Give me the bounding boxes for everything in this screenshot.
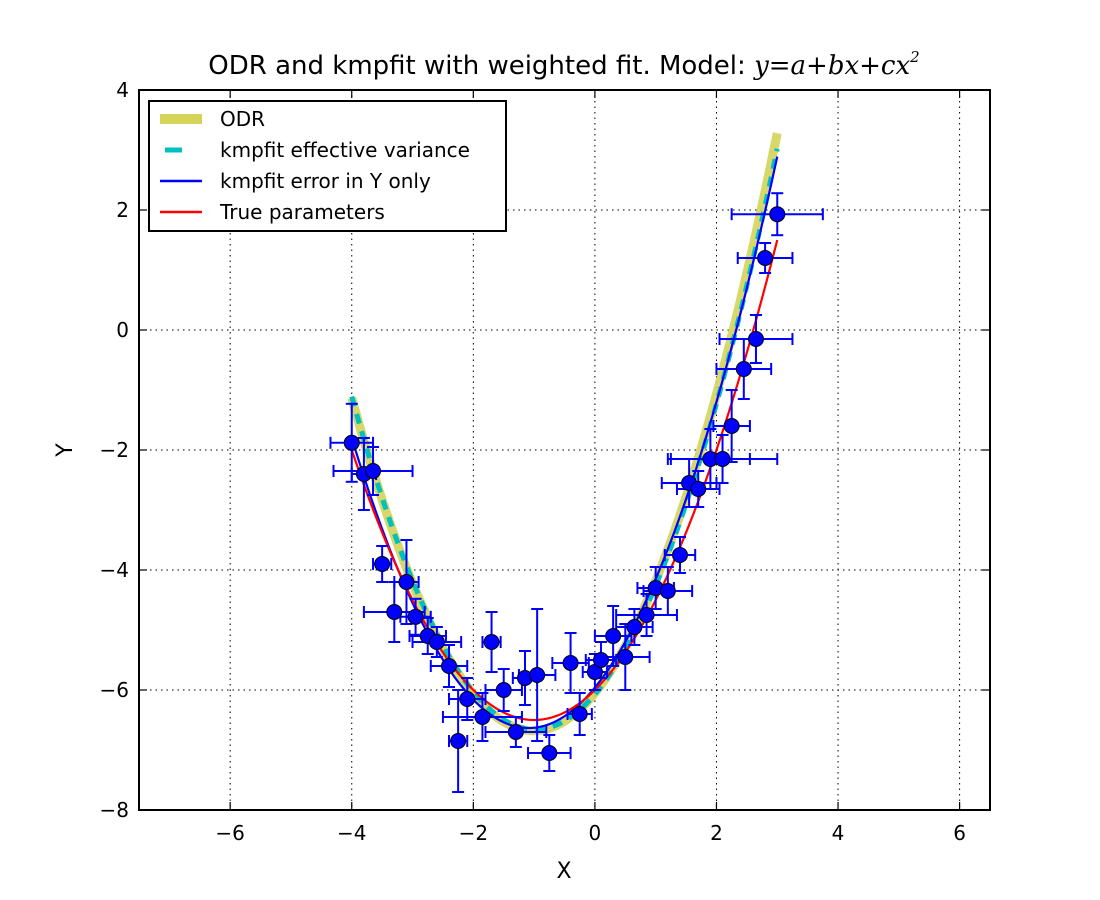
x-axis-label: X <box>556 859 571 884</box>
data-point <box>714 451 731 467</box>
data-point <box>723 418 740 434</box>
data-point <box>592 652 609 668</box>
x-tick-label: −4 <box>337 821 366 845</box>
x-tick-label: 2 <box>710 821 723 845</box>
data-point <box>735 361 752 377</box>
data-point <box>450 733 467 749</box>
data-point <box>343 434 360 451</box>
data-point <box>483 634 500 650</box>
y-tick-label: 2 <box>116 198 129 222</box>
data-point <box>441 658 458 674</box>
y-tick-label: −8 <box>100 798 129 822</box>
axis-ticks: −6 −4 −2 0 2 4 6 −8 −6 −4 −2 0 2 4 <box>100 78 990 845</box>
data-point <box>605 628 622 644</box>
y-tick-label: −2 <box>100 438 129 462</box>
x-tick-label: 0 <box>589 821 602 845</box>
data-point <box>495 682 512 698</box>
data-point <box>769 206 786 223</box>
data-point <box>571 706 588 722</box>
data-point <box>474 709 491 725</box>
data-point <box>617 649 634 665</box>
data-point <box>365 463 382 479</box>
y-tick-label: 4 <box>116 78 129 102</box>
data-points <box>343 206 786 761</box>
y-axis-label: Y <box>53 443 78 458</box>
legend: ODR kmpfit effective variance kmpfit error… <box>148 100 507 232</box>
data-point <box>507 724 524 740</box>
data-point <box>398 574 415 590</box>
x-tick-label: −6 <box>215 821 244 845</box>
legend-label: ODR <box>220 107 265 131</box>
data-point <box>428 634 445 650</box>
legend-label: True parameters <box>219 200 385 224</box>
data-point <box>690 481 707 497</box>
data-point <box>626 619 643 635</box>
data-point <box>671 547 688 563</box>
y-tick-label: 0 <box>116 318 129 342</box>
y-tick-label: −6 <box>100 678 129 702</box>
data-point <box>638 607 655 623</box>
data-point <box>529 667 546 683</box>
data-point <box>541 745 558 761</box>
legend-box <box>148 100 507 232</box>
data-point <box>747 331 764 347</box>
chart-title-formula: y=a+bx+cx <box>753 51 910 81</box>
data-point <box>459 691 476 707</box>
data-point <box>562 655 579 671</box>
x-tick-label: 6 <box>953 821 966 845</box>
curve-true-parameters <box>350 239 779 722</box>
curve-kmpfit-error-in-y-only <box>350 156 779 730</box>
chart-title-exponent: 2 <box>909 48 920 66</box>
data-point <box>374 556 391 572</box>
data-point <box>407 608 424 625</box>
legend-label: kmpfit effective variance <box>220 138 470 162</box>
legend-label: kmpfit error in Y only <box>220 169 431 193</box>
x-tick-label: 4 <box>832 821 845 845</box>
data-point <box>757 250 774 266</box>
chart-title-text: ODR and kmpfit with weighted fit. Model: <box>208 51 754 81</box>
y-tick-label: −4 <box>100 558 129 582</box>
x-tick-label: −2 <box>459 821 488 845</box>
chart-title: ODR and kmpfit with weighted fit. Model:… <box>208 48 919 81</box>
data-point <box>659 583 676 599</box>
data-point <box>386 604 403 620</box>
